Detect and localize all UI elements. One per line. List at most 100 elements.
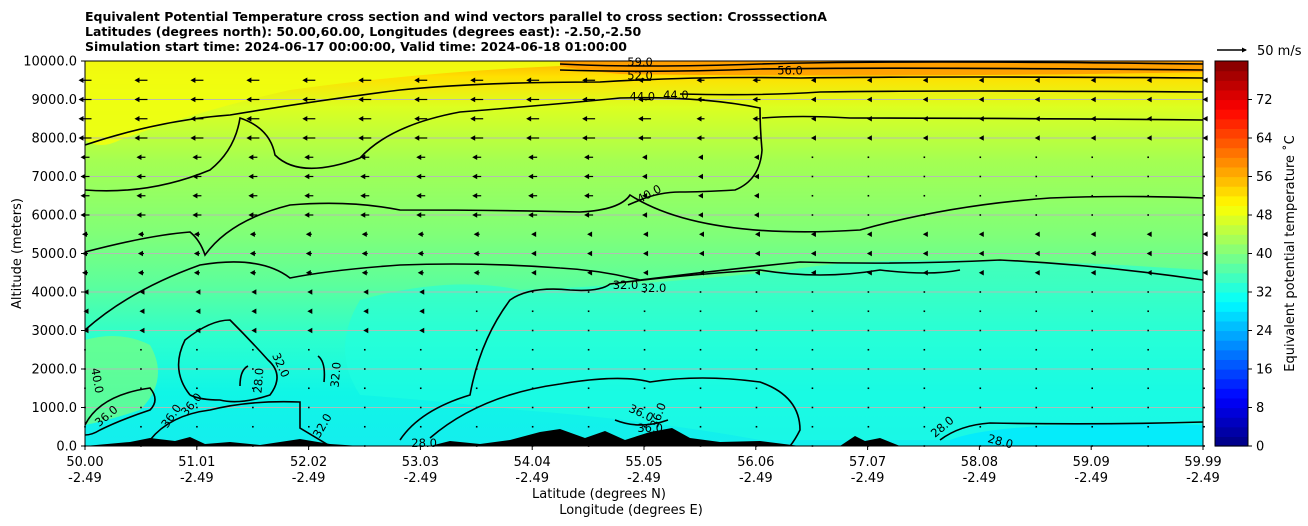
wind-vector — [304, 154, 314, 161]
wind-vector — [638, 77, 652, 84]
wind-vector — [1091, 425, 1094, 428]
vector-dot — [1035, 214, 1038, 216]
wind-vector — [923, 156, 926, 159]
wind-vector — [251, 289, 257, 295]
vector-dot — [419, 406, 422, 409]
vector-head — [922, 115, 928, 122]
wind-vector — [414, 96, 428, 103]
wind-vector — [923, 310, 926, 313]
vector-dot — [475, 406, 478, 409]
wind-vector — [419, 425, 422, 428]
wind-vector — [752, 77, 761, 84]
wind-vector — [192, 192, 202, 199]
vector-head — [1202, 135, 1208, 141]
vector-dot — [1147, 310, 1149, 313]
y-tick-label: 6000.0 — [32, 209, 78, 224]
wind-vector — [867, 214, 870, 216]
vector-head — [531, 250, 537, 257]
chart-title: Equivalent Potential Temperature cross s… — [85, 9, 827, 54]
vector-head — [195, 289, 201, 295]
vector-head — [139, 289, 145, 295]
vector-dot — [1091, 348, 1094, 351]
vector-head — [78, 115, 84, 122]
vector-dot — [531, 387, 534, 390]
contour-line — [317, 355, 326, 383]
vector-dot — [643, 310, 646, 313]
vector-head — [419, 289, 425, 295]
vector-dot — [1147, 368, 1149, 370]
vector-head — [249, 231, 255, 238]
x-tick-label-latitude: 59.99 — [1184, 455, 1221, 470]
vector-head — [1090, 77, 1096, 84]
vector-head — [136, 173, 142, 180]
wind-vector — [810, 231, 816, 238]
vector-dot — [811, 348, 814, 351]
wind-vector — [1146, 231, 1152, 238]
vector-dot — [1091, 291, 1094, 293]
wind-vector — [643, 368, 646, 370]
wind-vector — [978, 77, 984, 84]
vector-dot — [979, 194, 982, 197]
title-line-2: Latitudes (degrees north): 50.00,60.00, … — [85, 24, 642, 39]
vector-dot — [979, 348, 982, 351]
vector-head — [1034, 231, 1040, 238]
x-axis-label-longitude: Longitude (degrees E) — [559, 503, 703, 518]
quiver-key: 50 m/s — [1217, 44, 1302, 59]
vector-head — [1202, 250, 1208, 257]
wind-vector — [414, 115, 428, 122]
vector-head — [922, 231, 928, 238]
vector-head — [1034, 77, 1040, 84]
wind-vector — [866, 77, 872, 84]
wind-vector — [643, 425, 646, 428]
vector-head — [699, 231, 705, 238]
wind-vector — [698, 192, 704, 199]
wind-vector — [531, 269, 537, 276]
wind-vector — [1035, 175, 1038, 178]
vector-dot — [811, 368, 814, 370]
x-tick-label-longitude: -2.49 — [1074, 471, 1108, 486]
vector-dot — [1035, 368, 1038, 370]
wind-vector — [696, 77, 705, 84]
vector-head — [470, 135, 476, 141]
wind-vector — [866, 135, 872, 141]
wind-vector — [922, 231, 928, 238]
vector-head — [360, 212, 366, 218]
wind-vector — [246, 115, 260, 122]
contour-line — [85, 259, 1203, 331]
vector-dot — [1091, 406, 1094, 409]
vector-dot — [811, 291, 814, 293]
wind-vector — [587, 291, 590, 293]
vector-dot — [643, 348, 646, 351]
vector-head — [528, 173, 534, 180]
vector-head — [192, 212, 198, 218]
vector-dot — [419, 348, 422, 351]
contour-lines — [85, 61, 1203, 446]
colorbar-tick-label: 24 — [1256, 324, 1273, 339]
wind-vector — [248, 173, 258, 180]
contour-line — [239, 365, 249, 387]
wind-vector — [643, 348, 646, 351]
wind-vector — [582, 77, 596, 84]
wind-vector — [642, 212, 648, 218]
vector-head — [190, 96, 196, 103]
colorbar-tick-label: 0 — [1256, 440, 1264, 455]
vector-head — [193, 250, 199, 257]
y-tick-label: 4000.0 — [32, 286, 78, 301]
vector-head — [526, 96, 532, 103]
x-axis-label-latitude: Latitude (degrees N) — [532, 487, 666, 502]
wind-vector — [752, 96, 761, 103]
wind-vector — [979, 425, 982, 428]
vector-dot — [1035, 175, 1038, 178]
colorbar-tick-label: 56 — [1256, 170, 1273, 185]
wind-vector — [417, 231, 424, 238]
colorbar-band — [1215, 147, 1248, 158]
colorbar-band — [1215, 99, 1248, 110]
vector-dot — [531, 406, 534, 409]
vector-head — [753, 192, 759, 199]
wind-vector — [1146, 269, 1152, 276]
vector-head — [978, 231, 984, 238]
vector-head — [473, 269, 479, 276]
vector-dot — [308, 406, 310, 409]
vector-head — [978, 77, 984, 84]
vector-head — [246, 77, 252, 84]
